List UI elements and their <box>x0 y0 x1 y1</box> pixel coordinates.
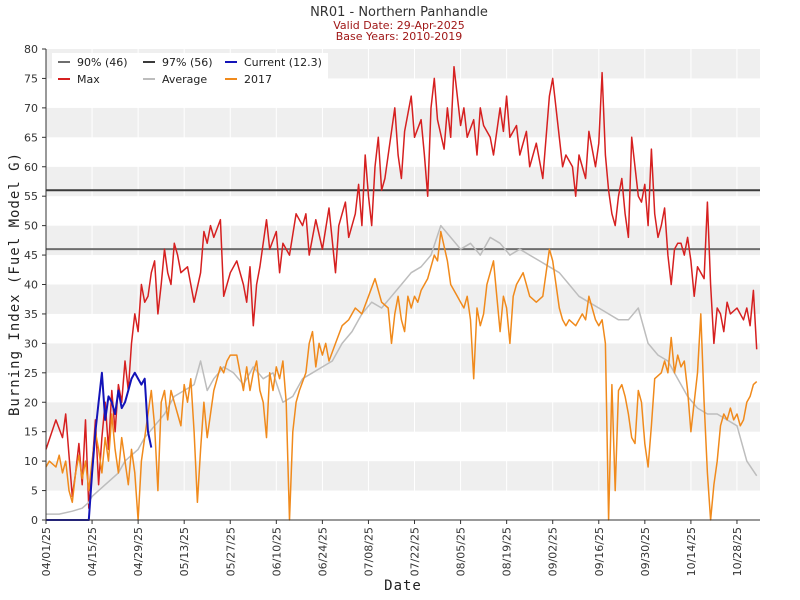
y-tick-label: 80 <box>24 43 38 56</box>
chart-subtitle-valid-date: Valid Date: 29-Apr-2025 <box>333 19 465 32</box>
grid-bands <box>46 49 760 520</box>
x-tick-label: 08/05/25 <box>455 527 468 576</box>
grid-band <box>46 284 760 314</box>
grid-band <box>46 225 760 256</box>
x-tick-label: 09/30/25 <box>639 527 652 576</box>
y-tick-labels: 0 5 10 15 20 25 30 35 40 45 50 55 60 65 70 75 80 <box>24 43 38 527</box>
y-tick-label: 5 <box>31 485 38 498</box>
series-line <box>46 371 153 521</box>
y-tick-label: 70 <box>24 102 38 115</box>
y-tick-label: 60 <box>24 161 38 174</box>
x-tick-label: 07/22/25 <box>409 527 422 576</box>
grid-band <box>46 431 760 462</box>
legend-box <box>52 53 328 89</box>
grid-band <box>46 196 760 226</box>
chart-subtitle-base-years: Base Years: 2010-2019 <box>336 30 462 43</box>
grid-band <box>46 461 760 491</box>
y-tick-label: 25 <box>24 367 38 380</box>
y-tick-label: 45 <box>24 249 38 262</box>
grid-band <box>46 313 760 344</box>
x-axis-title: Date <box>384 578 422 594</box>
x-tick-label: 09/02/25 <box>547 527 560 576</box>
y-tick-label: 30 <box>24 337 38 350</box>
x-tick-label: 07/08/25 <box>362 527 375 576</box>
x-tick-label: 09/16/25 <box>593 527 606 576</box>
series-line <box>46 224 758 515</box>
legend: 90% (46) 97% (56) Current (12.3) Max Average… <box>52 53 328 89</box>
x-tick-label: 05/27/25 <box>224 527 237 576</box>
grid-band <box>46 490 760 520</box>
y-tick-label: 10 <box>24 455 38 468</box>
y-tick-label: 65 <box>24 131 38 144</box>
x-tick-label: 06/24/25 <box>316 527 329 576</box>
x-tick-label: 05/13/25 <box>178 527 191 576</box>
y-tick-label: 55 <box>24 190 38 203</box>
legend-label: Average <box>162 73 207 86</box>
chart-title: NR01 - Northern Panhandle <box>310 5 488 20</box>
y-tick-label: 35 <box>24 308 38 321</box>
grid-band <box>46 107 760 138</box>
grid-band <box>46 343 760 373</box>
y-tick-label: 75 <box>24 72 38 85</box>
x-tick-labels: 04/01/25 04/15/25 04/29/25 05/13/25 05/27/25… <box>40 527 744 576</box>
legend-label: 2017 <box>244 73 272 86</box>
y-tick-label: 40 <box>24 279 38 292</box>
series-lines <box>45 65 758 521</box>
x-tick-label: 04/01/25 <box>40 527 53 576</box>
x-tick-label: 10/14/25 <box>685 527 698 576</box>
y-tick-label: 50 <box>24 220 38 233</box>
grid-band <box>46 402 760 432</box>
legend-label: 97% (56) <box>162 56 213 69</box>
legend-label: Current (12.3) <box>244 56 322 69</box>
y-tick-label: 20 <box>24 396 38 409</box>
x-tick-label: 04/15/25 <box>86 527 99 576</box>
x-tick-label: 08/19/25 <box>501 527 514 576</box>
y-tick-label: 15 <box>24 426 38 439</box>
grid-band <box>46 255 760 285</box>
series-line <box>45 65 758 509</box>
series-line <box>45 230 758 521</box>
x-tick-label: 10/28/25 <box>731 527 744 576</box>
legend-label: 90% (46) <box>77 56 128 69</box>
x-tick-label: 04/29/25 <box>132 527 145 576</box>
axes <box>42 48 760 524</box>
y-tick-label: 0 <box>31 514 38 527</box>
legend-label: Max <box>77 73 100 86</box>
x-tick-label: 06/10/25 <box>270 527 283 576</box>
y-axis-title: Burning Index (Fuel Model G) <box>7 152 23 416</box>
